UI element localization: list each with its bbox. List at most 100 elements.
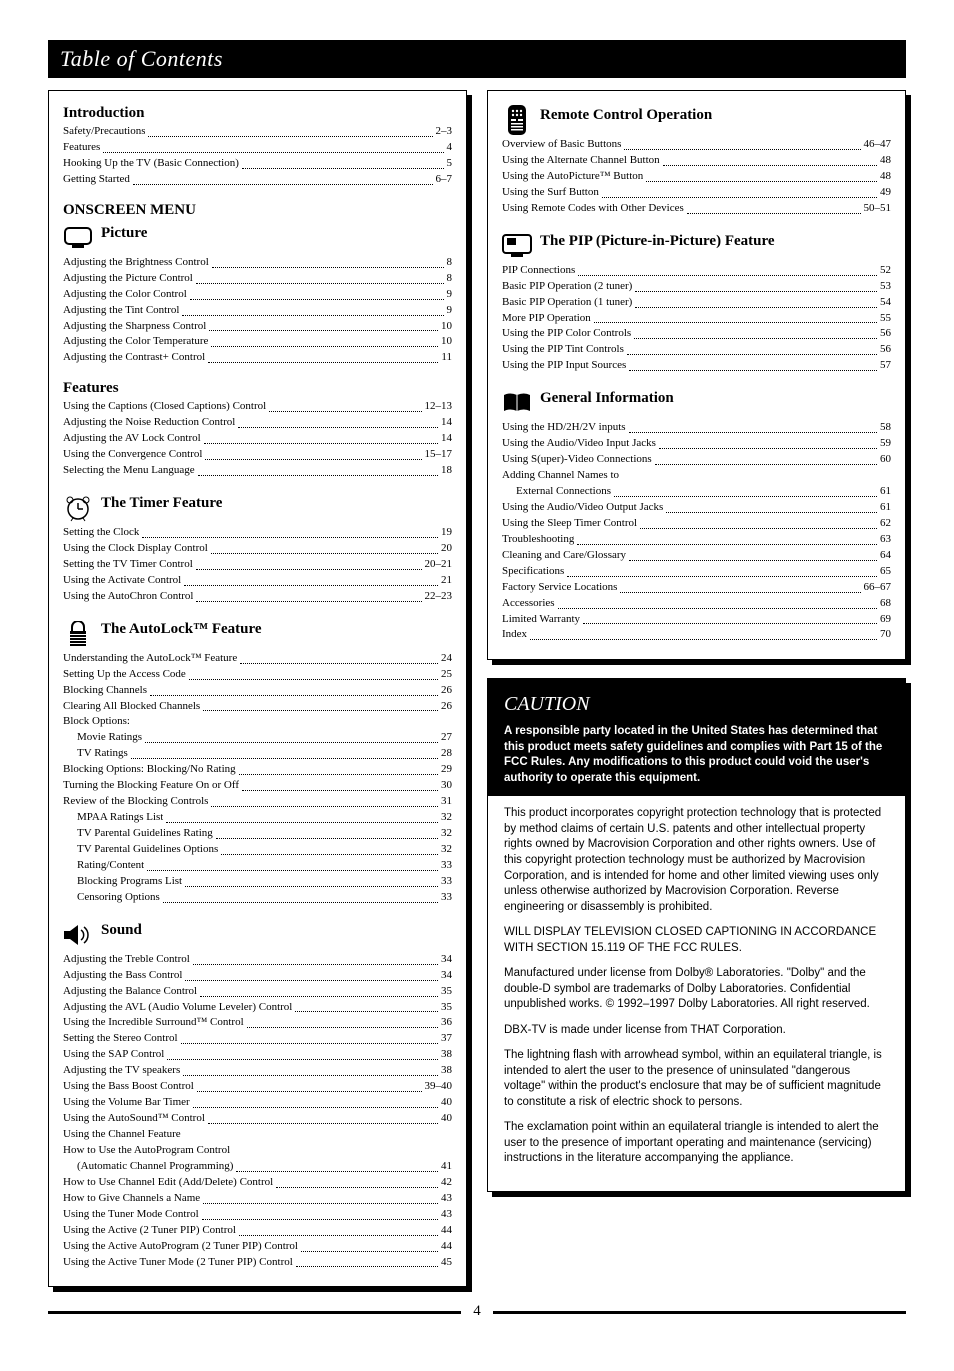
dot-leader: [185, 874, 438, 887]
dot-leader: [148, 124, 432, 137]
toc-entry-title: Using the Tuner Mode Control: [63, 1207, 199, 1223]
toc-entry-title: Getting Started: [63, 172, 130, 188]
toc-right-box: Remote Control Operation Overview of Bas…: [487, 90, 906, 660]
dot-leader: [209, 319, 438, 332]
dot-leader: [659, 436, 877, 449]
dot-leader: [196, 557, 422, 570]
toc-line: Movie Ratings27: [63, 730, 452, 746]
toc-entry-title: Selecting the Menu Language: [63, 463, 195, 479]
dot-leader: [602, 185, 877, 198]
dot-leader: [627, 342, 877, 355]
caution-box: CAUTION A responsible party located in t…: [487, 678, 906, 1191]
toc-entry-title: Using the Active Tuner Mode (2 Tuner PIP…: [63, 1255, 293, 1271]
toc-entry-title: Blocking Programs List: [77, 874, 182, 890]
dot-leader: [221, 842, 438, 855]
toc-entry-title: Safety/Precautions: [63, 124, 145, 140]
toc-entry-title: Setting the Clock: [63, 525, 139, 541]
toc-entry-title: Cleaning and Care/Glossary: [502, 548, 626, 564]
section-introduction: Introduction: [63, 105, 452, 122]
dot-leader: [203, 699, 438, 712]
dot-leader: [196, 589, 421, 602]
toc-line: Basic PIP Operation (2 tuner)53: [502, 279, 891, 295]
toc-line: Features4: [63, 140, 452, 156]
toc-entry-title: Using the AutoPicture™ Button: [502, 169, 643, 185]
toc-entry-page: 11: [441, 350, 452, 366]
toc-entry-page: 19: [441, 525, 452, 541]
dot-leader: [193, 952, 438, 965]
toc-line: Turning the Blocking Feature On or Off30: [63, 778, 452, 794]
toc-entry-page: 45: [441, 1255, 452, 1271]
toc-entry-page: 8: [447, 255, 453, 271]
toc-entry-page: 62: [880, 516, 891, 532]
toc-entry-page: 57: [880, 358, 891, 374]
clock-icon: [63, 493, 93, 523]
toc-entry-title: Using S(uper)-Video Connections: [502, 452, 652, 468]
toc-entry-title: Using the Surf Button: [502, 185, 599, 201]
toc-entry-title: Using the Alternate Channel Button: [502, 153, 660, 169]
toc-entry-title: Accessories: [502, 596, 555, 612]
toc-entry-page: 68: [880, 596, 891, 612]
toc-entry-page: 29: [441, 762, 452, 778]
toc-line: Block Options:: [63, 714, 452, 730]
toc-entry-page: 25: [441, 667, 452, 683]
toc-line: Using the Active AutoProgram (2 Tuner PI…: [63, 1239, 452, 1255]
toc-entry-page: 34: [441, 968, 452, 984]
dot-leader: [635, 279, 877, 292]
dot-leader: [239, 762, 438, 775]
toc-entry-title: Using the PIP Input Sources: [502, 358, 626, 374]
toc-line: Index70: [502, 627, 891, 643]
toc-entry-page: 9: [447, 303, 453, 319]
toc-entry-title: Features: [63, 140, 100, 156]
toc-line: Clearing All Blocked Channels26: [63, 699, 452, 715]
toc-line: Adjusting the Tint Control9: [63, 303, 452, 319]
toc-entry-page: 37: [441, 1031, 452, 1047]
toc-entry-title: Adjusting the AV Lock Control: [63, 431, 201, 447]
toc-entry-title: Using the Audio/Video Input Jacks: [502, 436, 656, 452]
toc-line: Adjusting the AVL (Audio Volume Leveler)…: [63, 1000, 452, 1016]
toc-entry-title: Review of the Blocking Controls: [63, 794, 208, 810]
dot-leader: [236, 1159, 438, 1172]
toc-line: Adjusting the Color Control9: [63, 287, 452, 303]
dot-leader: [211, 334, 438, 347]
section-pip: The PIP (Picture-in-Picture) Feature: [540, 231, 775, 250]
toc-line: Using the Clock Display Control 20: [63, 541, 452, 557]
dot-leader: [640, 516, 877, 529]
toc-line: Adjusting the Brightness Control8: [63, 255, 452, 271]
toc-line: Using the PIP Input Sources 57: [502, 358, 891, 374]
section-autolock: The AutoLock™ Feature: [101, 619, 262, 638]
toc-entry-page: 10: [441, 319, 452, 335]
dot-leader: [197, 1079, 422, 1092]
toc-entry-page: 43: [441, 1191, 452, 1207]
toc-line: Understanding the AutoLock™ Feature24: [63, 651, 452, 667]
toc-entry-title: How to Use Channel Edit (Add/Delete) Con…: [63, 1175, 273, 1191]
dot-leader: [663, 153, 877, 166]
dot-leader: [142, 525, 438, 538]
toc-entry-title: Using the Incredible Surround™ Control: [63, 1015, 244, 1031]
toc-entry-page: 32: [441, 810, 452, 826]
toc-line: Setting the Clock 19: [63, 525, 452, 541]
toc-entry-title: TV Parental Guidelines Options: [77, 842, 218, 858]
toc-line: Using the AutoPicture™ Button48: [502, 169, 891, 185]
toc-entry-page: 31: [441, 794, 452, 810]
dot-leader: [655, 452, 877, 465]
toc-line: Using the AutoSound™ Control40: [63, 1111, 452, 1127]
toc-entry-page: 49: [880, 185, 891, 201]
dot-leader: [167, 1047, 438, 1060]
toc-entry-title: Censoring Options: [77, 890, 160, 906]
toc-entry-title: Adjusting the Balance Control: [63, 984, 197, 1000]
toc-entry-title: Setting the Stereo Control: [63, 1031, 178, 1047]
toc-entry-title: Using the SAP Control: [63, 1047, 164, 1063]
toc-entry-page: 20: [441, 541, 452, 557]
toc-line: Overview of Basic Buttons46–47: [502, 137, 891, 153]
toc-line: Adjusting the AV Lock Control14: [63, 431, 452, 447]
dot-leader: [296, 1255, 438, 1268]
toc-entry-page: 2–3: [436, 124, 453, 140]
toc-entry-title: Using the Clock Display Control: [63, 541, 208, 557]
toc-entry-title: Turning the Blocking Feature On or Off: [63, 778, 239, 794]
dot-leader: [614, 484, 877, 497]
toc-entry-page: 34: [441, 952, 452, 968]
toc-entry-page: 35: [441, 984, 452, 1000]
toc-line: Adjusting the Contrast+ Control11: [63, 350, 452, 366]
toc-line: Using the Convergence Control15–17: [63, 447, 452, 463]
dot-leader: [247, 1015, 438, 1028]
